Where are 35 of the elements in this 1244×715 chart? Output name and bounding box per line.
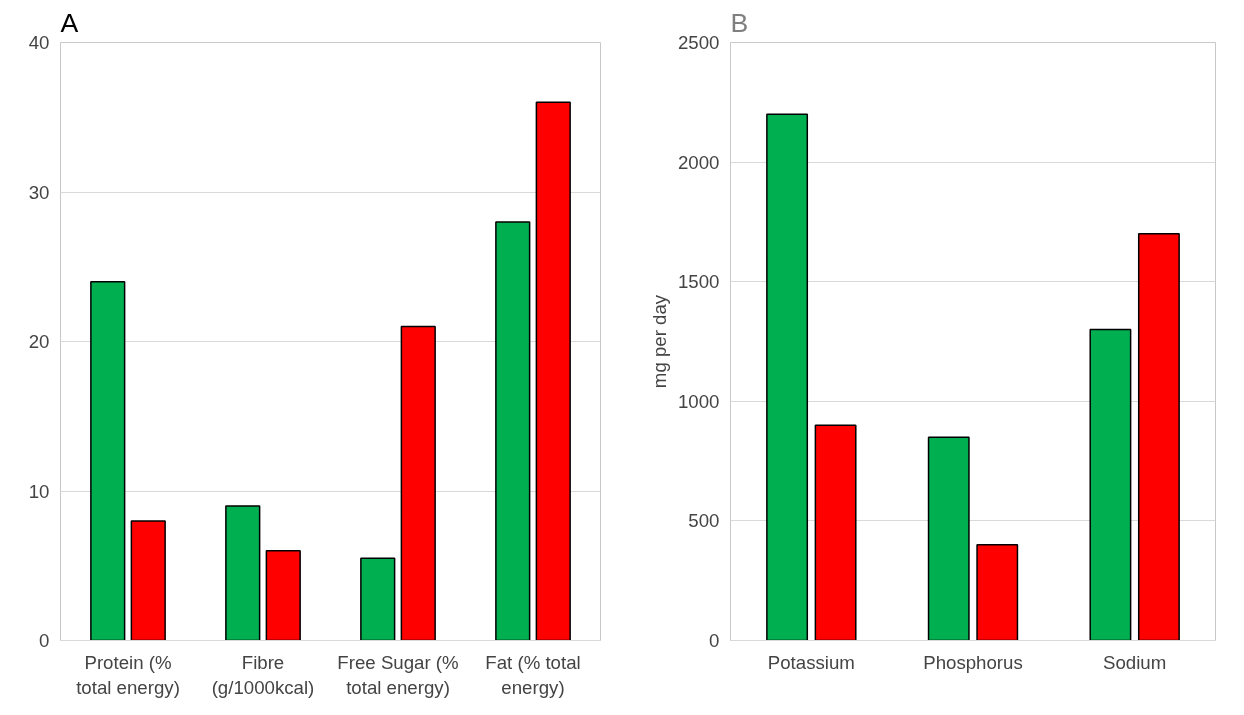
x-tick-label: Free Sugar (% total energy) xyxy=(337,651,459,698)
x-tick-label: Fat (% total energy) xyxy=(485,651,581,698)
bar xyxy=(265,550,301,641)
y-tick-label: 2500 xyxy=(678,32,720,53)
chart-title: B xyxy=(730,7,749,38)
y-tick-label: 10 xyxy=(28,480,50,502)
bar xyxy=(1089,328,1132,641)
y-tick-label: 30 xyxy=(28,181,50,203)
y-tick-label: 2000 xyxy=(678,151,720,173)
bar xyxy=(90,280,126,641)
bar xyxy=(535,101,571,641)
bar xyxy=(225,505,261,641)
y-tick-label: 1000 xyxy=(678,390,720,412)
bar xyxy=(976,544,1019,641)
y-tick-label: 500 xyxy=(688,510,720,532)
y-tick-label: 40 xyxy=(28,32,50,53)
x-tick-label: Sodium xyxy=(1103,651,1167,673)
bar xyxy=(814,424,857,641)
bar xyxy=(927,436,970,641)
y-tick-label: 0 xyxy=(39,630,50,651)
bar xyxy=(400,325,436,641)
x-tick-label: Phosphorus xyxy=(923,651,1023,673)
x-tick-label: Fibre (g/1000kcal) xyxy=(211,651,315,698)
y-tick-label: 1500 xyxy=(678,271,720,293)
bar xyxy=(130,520,166,641)
y-axis-title: mg per day xyxy=(649,294,670,389)
bar xyxy=(495,221,531,641)
x-tick-label: Potassium xyxy=(767,651,855,673)
bar xyxy=(1137,233,1180,641)
bar xyxy=(766,113,809,641)
bar xyxy=(360,557,396,641)
y-tick-label: 20 xyxy=(28,331,50,352)
chart-title: A xyxy=(60,7,79,38)
x-tick-label: Protein (% total energy) xyxy=(76,651,180,698)
y-tick-label: 0 xyxy=(709,630,720,651)
